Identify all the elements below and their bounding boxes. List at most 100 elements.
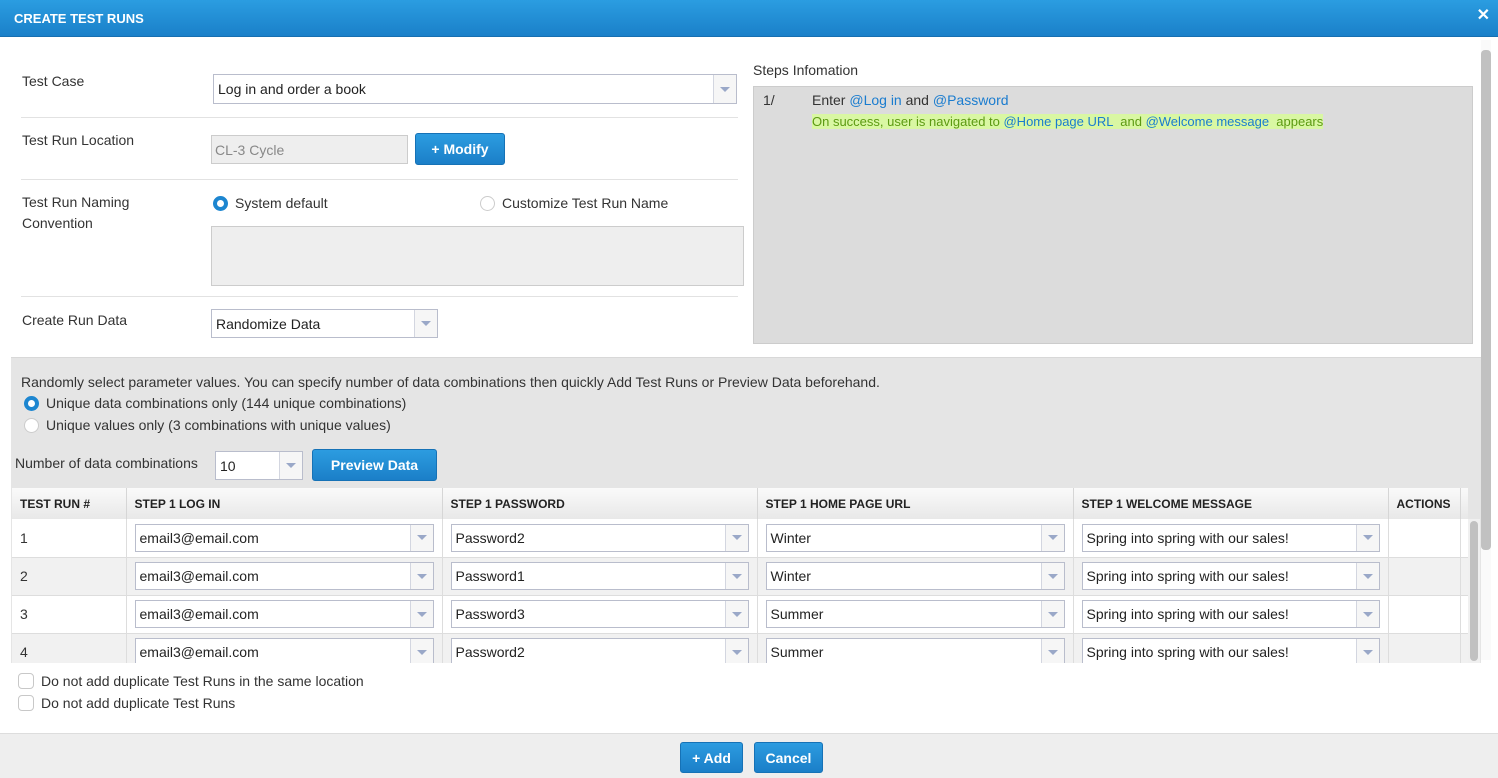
table-cell: Summer [757, 595, 1074, 634]
cell-value: Password1 [455, 568, 525, 584]
table-scrollbar[interactable] [1468, 519, 1480, 663]
table-header-row: TEST RUN # STEP 1 LOG IN STEP 1 PASSWORD… [12, 488, 1468, 519]
table-cell: Spring into spring with our sales! [1073, 595, 1389, 634]
randomize-description: Randomly select parameter values. You ca… [21, 374, 880, 390]
chevron-down-icon [1355, 524, 1379, 551]
radio-label: Customize Test Run Name [502, 195, 669, 211]
step-number: 1/ [763, 92, 775, 108]
radio-icon[interactable] [213, 195, 228, 211]
test-run-number: 4 [12, 633, 127, 663]
login-select[interactable]: email3@email.com [134, 562, 434, 590]
radio-customize-name[interactable]: Customize Test Run Name [480, 195, 668, 211]
test-case-select[interactable]: Log in and order a book [213, 74, 737, 104]
close-icon[interactable]: ✕ [1476, 7, 1490, 24]
password-select[interactable]: Password1 [450, 562, 749, 590]
chevron-down-icon [713, 75, 736, 103]
home-url-select[interactable]: Winter [765, 562, 1065, 590]
cell-value: Password2 [455, 644, 525, 660]
table-cell: Password3 [442, 595, 758, 634]
dialog-scrollbar[interactable] [1481, 40, 1491, 660]
table-cell: Winter [757, 519, 1074, 558]
chevron-down-icon [1355, 639, 1379, 663]
table-row: 3 email3@email.com Password3 Summer Spring i… [12, 595, 1468, 634]
password-select[interactable]: Password2 [450, 523, 749, 552]
header-welcome[interactable]: STEP 1 WELCOME MESSAGE [1073, 488, 1389, 519]
welcome-select[interactable]: Spring into spring with our sales! [1081, 638, 1380, 663]
radio-icon[interactable] [24, 417, 39, 433]
spacer-cell [1460, 595, 1468, 634]
chevron-down-icon [414, 310, 437, 337]
radio-unique-combinations[interactable]: Unique data combinations only (144 uniqu… [24, 395, 406, 411]
divider [21, 296, 738, 297]
chevron-down-icon [409, 639, 433, 663]
cell-value: Winter [770, 568, 811, 584]
cell-value: Summer [770, 644, 824, 660]
cancel-button[interactable]: Cancel [754, 742, 823, 773]
table-row: 2 email3@email.com Password1 Winter Spring i… [12, 557, 1468, 596]
step-text: and [901, 92, 933, 108]
radio-icon[interactable] [24, 395, 39, 411]
checkbox-label: Do not add duplicate Test Runs in the sa… [41, 673, 364, 689]
count-select[interactable]: 10 [215, 451, 303, 480]
actions-cell [1388, 595, 1461, 634]
login-select[interactable]: email3@email.com [134, 638, 434, 663]
chevron-down-icon [724, 563, 748, 589]
radio-system-default[interactable]: System default [213, 195, 328, 211]
radio-icon[interactable] [480, 195, 495, 211]
modify-button[interactable]: + Modify [415, 133, 505, 165]
dialog-scrollbar-thumb[interactable] [1481, 50, 1491, 550]
test-case-label: Test Case [22, 73, 85, 89]
header-spacer [1460, 488, 1468, 519]
header-home-url[interactable]: STEP 1 HOME PAGE URL [757, 488, 1074, 519]
table-cell: email3@email.com [126, 595, 443, 634]
step-param: @Welcome message [1145, 114, 1270, 129]
run-data-select[interactable]: Randomize Data [211, 309, 438, 338]
login-select[interactable]: email3@email.com [134, 523, 434, 552]
radio-label: Unique data combinations only (144 uniqu… [46, 395, 407, 411]
welcome-select[interactable]: Spring into spring with our sales! [1081, 523, 1380, 552]
table-row: 4 email3@email.com Password2 Summer Spring i… [12, 633, 1468, 663]
radio-unique-values[interactable]: Unique values only (3 combinations with … [24, 417, 391, 433]
welcome-select[interactable]: Spring into spring with our sales! [1081, 600, 1380, 628]
checkbox-no-dup[interactable]: Do not add duplicate Test Runs [18, 695, 235, 711]
header-login[interactable]: STEP 1 LOG IN [126, 488, 443, 519]
test-run-number: 3 [12, 595, 127, 634]
actions-cell [1388, 557, 1461, 596]
count-label: Number of data combinations [15, 455, 198, 471]
preview-data-button[interactable]: Preview Data [312, 449, 437, 481]
add-button[interactable]: + Add [680, 742, 743, 773]
chevron-down-icon [409, 524, 433, 551]
table-scrollbar-thumb[interactable] [1470, 521, 1478, 661]
data-table: TEST RUN # STEP 1 LOG IN STEP 1 PASSWORD… [12, 488, 1468, 663]
welcome-select[interactable]: Spring into spring with our sales! [1081, 562, 1380, 590]
home-url-select[interactable]: Summer [765, 638, 1065, 663]
data-table-viewport: TEST RUN # STEP 1 LOG IN STEP 1 PASSWORD… [12, 488, 1468, 663]
dialog-title: CREATE TEST RUNS [14, 11, 144, 26]
table-cell: Spring into spring with our sales! [1073, 633, 1389, 663]
radio-label: System default [235, 195, 328, 211]
chevron-down-icon [1040, 601, 1064, 627]
step-text: Enter [812, 92, 850, 108]
test-case-value: Log in and order a book [218, 81, 366, 97]
cell-value: Spring into spring with our sales! [1086, 606, 1289, 622]
cell-value: Password2 [455, 529, 525, 546]
home-url-select[interactable]: Winter [765, 523, 1065, 552]
step-text: and [1113, 114, 1146, 129]
checkbox-no-dup-location[interactable]: Do not add duplicate Test Runs in the sa… [18, 673, 364, 689]
cell-value: email3@email.com [139, 606, 259, 622]
step-text: On success, user is navigated to [812, 114, 1004, 129]
home-url-select[interactable]: Summer [765, 600, 1065, 628]
login-select[interactable]: email3@email.com [134, 600, 434, 628]
checkbox-icon[interactable] [18, 695, 34, 711]
location-input[interactable]: CL-3 Cycle [211, 135, 408, 164]
table-cell: Password2 [442, 519, 758, 558]
checkbox-icon[interactable] [18, 673, 34, 689]
password-select[interactable]: Password2 [450, 638, 749, 663]
spacer-cell [1460, 519, 1468, 558]
header-test-run[interactable]: TEST RUN # [12, 488, 127, 519]
header-password[interactable]: STEP 1 PASSWORD [442, 488, 758, 519]
custom-name-textarea[interactable] [211, 226, 744, 286]
actions-cell [1388, 519, 1461, 558]
password-select[interactable]: Password3 [450, 600, 749, 628]
chevron-down-icon [1040, 639, 1064, 663]
